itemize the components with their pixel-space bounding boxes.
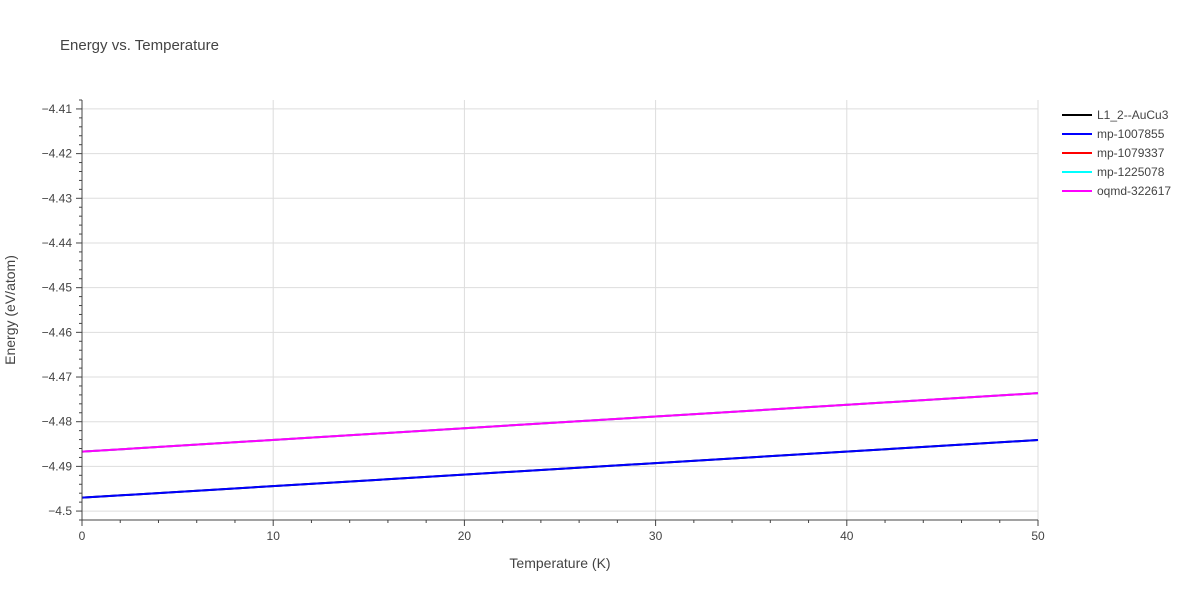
- x-tick-label: 40: [840, 529, 854, 543]
- y-tick-label: −4.5: [48, 504, 72, 518]
- chart-title: Energy vs. Temperature: [60, 37, 219, 54]
- y-tick-label: −4.43: [42, 191, 73, 205]
- y-tick-label: −4.41: [42, 102, 73, 116]
- legend-item-label: L1_2--AuCu3: [1097, 108, 1169, 122]
- legend-item-label: mp-1225078: [1097, 165, 1165, 179]
- x-tick-labels: 0 10 20 30 40 50: [79, 529, 1045, 543]
- axes: [76, 99, 1039, 526]
- x-tick-label: 30: [649, 529, 663, 543]
- x-axis-title: Temperature (K): [509, 555, 610, 571]
- legend-item-label: mp-1007855: [1097, 127, 1165, 141]
- x-tick-label: 0: [79, 529, 86, 543]
- series-lines: [81, 392, 1039, 499]
- legend: L1_2--AuCu3 mp-1007855 mp-1079337 mp-122507…: [1062, 108, 1171, 198]
- y-axis-title: Energy (eV/atom): [2, 255, 18, 365]
- y-tick-label: −4.49: [42, 459, 73, 473]
- y-tick-label: −4.42: [42, 147, 73, 161]
- y-tick-label: −4.44: [42, 236, 73, 250]
- y-tick-label: −4.47: [42, 370, 73, 384]
- legend-item-label: mp-1079337: [1097, 146, 1165, 160]
- series-line: [81, 439, 1039, 499]
- x-tick-label: 50: [1031, 529, 1045, 543]
- y-tick-label: −4.45: [42, 281, 73, 295]
- y-tick-label: −4.48: [42, 415, 73, 429]
- legend-item-label: oqmd-322617: [1097, 184, 1171, 198]
- y-tick-label: −4.46: [42, 325, 73, 339]
- series-line: [81, 392, 1039, 453]
- grid: [82, 100, 1039, 520]
- x-tick-label: 20: [458, 529, 472, 543]
- y-tick-labels: −4.5 −4.49 −4.48 −4.47 −4.46 −4.45 −4.44 −4.43 −…: [42, 102, 73, 518]
- x-tick-label: 10: [267, 529, 281, 543]
